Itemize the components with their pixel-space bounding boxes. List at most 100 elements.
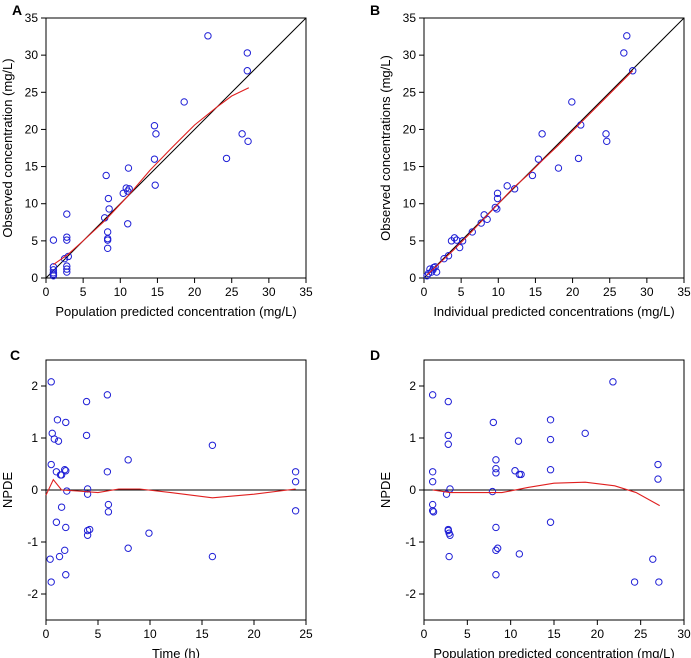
data-point <box>104 194 113 203</box>
y-tick-label: 15 <box>25 160 39 174</box>
data-point <box>243 67 252 75</box>
data-point <box>444 431 452 440</box>
data-point <box>82 431 91 440</box>
data-point <box>534 155 543 163</box>
data-point <box>623 32 631 40</box>
data-point <box>53 416 62 424</box>
data-point <box>62 467 70 475</box>
y-tick-label: 25 <box>403 85 417 99</box>
y-tick-label: 2 <box>409 379 416 393</box>
x-tick-label: 5 <box>464 627 471 641</box>
y-tick-label: 10 <box>403 197 417 211</box>
plot-frame <box>45 17 307 279</box>
y-tick-label: 35 <box>25 11 39 25</box>
x-axis-label: Time (h) <box>152 646 200 658</box>
data-point <box>432 268 441 276</box>
x-axis-label: Population predicted concentration (mg/L… <box>55 304 296 319</box>
data-point <box>208 441 217 449</box>
x-tick-label: 15 <box>547 627 561 641</box>
data-point <box>83 490 92 498</box>
x-tick-label: 0 <box>43 285 50 299</box>
y-tick-label: 20 <box>25 122 39 136</box>
data-point <box>63 236 71 244</box>
data-point <box>222 154 231 163</box>
data-point <box>458 237 467 245</box>
identity-line <box>423 17 685 279</box>
data-point <box>63 265 71 273</box>
y-tick-label: -1 <box>27 535 38 549</box>
data-point <box>62 523 70 532</box>
data-point <box>428 391 437 399</box>
data-point <box>546 466 555 474</box>
x-axis-label: Individual predicted concentrations (mg/… <box>433 304 674 319</box>
data-point <box>82 397 91 406</box>
y-tick-label: 0 <box>31 271 38 285</box>
data-point <box>124 544 132 552</box>
data-point <box>491 203 500 212</box>
data-point <box>49 272 58 280</box>
data-point <box>428 468 437 476</box>
y-tick-label: 20 <box>403 122 417 136</box>
y-tick-label: 0 <box>409 483 416 497</box>
data-point <box>445 552 453 561</box>
x-tick-label: 15 <box>195 627 209 641</box>
data-point <box>428 477 437 486</box>
x-axis-label: Population predicted concentration (mg/L… <box>433 646 674 658</box>
data-point <box>429 508 438 516</box>
data-point <box>515 550 524 558</box>
data-point <box>538 130 546 138</box>
x-tick-label: 0 <box>43 627 50 641</box>
x-tick-label: 10 <box>504 627 518 641</box>
y-tick-label: -1 <box>405 535 416 549</box>
data-point <box>63 210 71 218</box>
data-point <box>568 98 576 106</box>
data-point <box>125 185 133 193</box>
data-point <box>244 137 252 146</box>
data-point <box>62 418 70 427</box>
x-tick-label: 20 <box>188 285 202 299</box>
x-tick-label: 30 <box>262 285 276 299</box>
y-tick-label: 5 <box>31 234 38 248</box>
data-point <box>492 456 500 464</box>
data-point <box>493 189 502 198</box>
y-tick-label: 2 <box>31 379 38 393</box>
y-tick-label: -2 <box>405 587 416 601</box>
data-point <box>581 429 589 438</box>
data-point <box>124 187 132 195</box>
data-point <box>554 164 563 172</box>
data-point <box>103 391 112 399</box>
data-point <box>104 500 113 509</box>
data-point <box>428 507 437 515</box>
data-point <box>145 529 153 537</box>
data-point <box>444 252 453 260</box>
data-point <box>243 49 252 57</box>
data-point <box>238 130 246 138</box>
loess-smooth-line <box>432 481 660 507</box>
data-point <box>609 378 617 386</box>
data-point <box>291 468 300 476</box>
data-point <box>52 518 61 526</box>
y-tick-label: 30 <box>25 48 39 62</box>
data-point <box>655 578 663 586</box>
data-point <box>630 578 639 586</box>
data-point <box>103 468 112 476</box>
x-tick-label: 30 <box>640 285 654 299</box>
data-point <box>57 471 66 479</box>
data-point <box>492 469 500 477</box>
panel-label: D <box>370 347 380 363</box>
y-tick-label: 15 <box>403 160 417 174</box>
data-point <box>444 397 452 406</box>
x-tick-label: 25 <box>299 627 313 641</box>
data-point <box>577 121 585 129</box>
y-tick-label: 1 <box>409 431 416 445</box>
x-tick-label: 5 <box>458 285 465 299</box>
data-point <box>444 440 452 448</box>
data-point <box>492 546 500 555</box>
x-tick-label: 25 <box>603 285 617 299</box>
data-point <box>480 211 488 219</box>
y-tick-label: -2 <box>27 587 38 601</box>
data-point <box>492 523 500 532</box>
data-point <box>514 437 523 445</box>
data-point <box>61 546 69 555</box>
data-point <box>450 234 459 242</box>
